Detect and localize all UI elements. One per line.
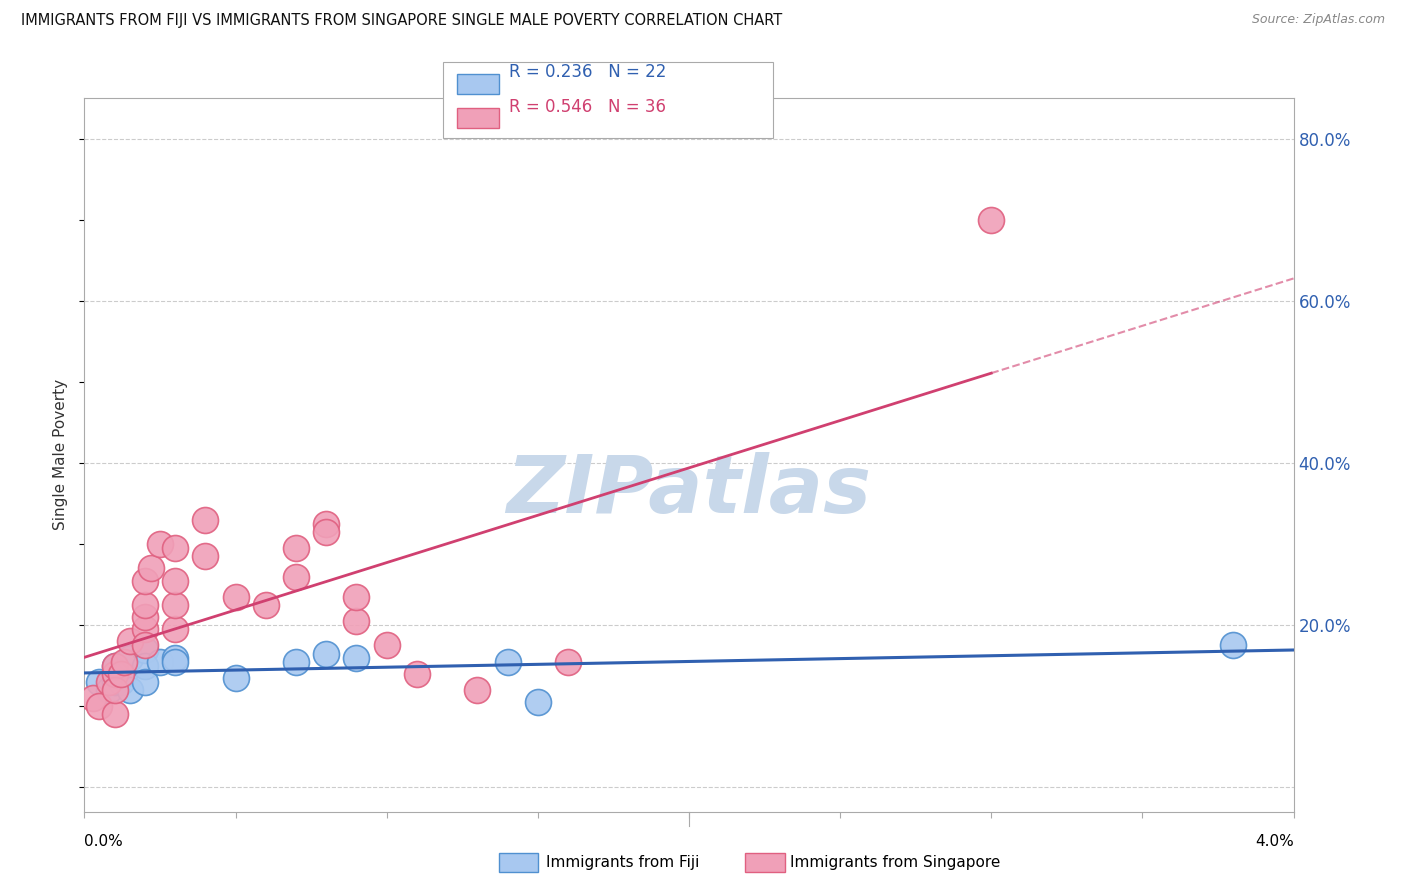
Point [134,639,156,653]
Point [165,598,187,612]
Point [375,639,398,653]
Point [1222,639,1244,653]
Point [134,675,156,690]
Point [285,569,308,583]
Point [496,655,519,669]
Point [149,655,172,669]
Text: Immigrants from Fiji: Immigrants from Fiji [546,855,699,870]
Point [112,666,135,681]
Text: ZIPatlas: ZIPatlas [506,451,872,530]
Point [110,666,132,681]
Point [104,683,127,698]
Point [285,655,308,669]
Point [165,650,187,665]
Point [165,655,187,669]
Point [527,695,550,709]
Point [346,650,368,665]
Text: R = 0.236   N = 22: R = 0.236 N = 22 [509,63,666,81]
Point [104,666,127,681]
Point [194,549,217,564]
Point [194,513,217,527]
Point [97,683,120,698]
Point [134,622,156,636]
Point [225,590,247,604]
Point [149,537,172,551]
Point [110,675,132,690]
Point [225,671,247,685]
Point [315,524,337,539]
Point [406,666,429,681]
Point [285,541,308,556]
Point [104,707,127,722]
Point [112,655,135,669]
Point [557,655,579,669]
Point [980,212,1002,227]
Text: Immigrants from Singapore: Immigrants from Singapore [790,855,1001,870]
Point [165,574,187,588]
Point [134,658,156,673]
Point [118,634,141,648]
Point [104,658,127,673]
Point [89,675,111,690]
Point [315,516,337,531]
Text: IMMIGRANTS FROM FIJI VS IMMIGRANTS FROM SINGAPORE SINGLE MALE POVERTY CORRELATIO: IMMIGRANTS FROM FIJI VS IMMIGRANTS FROM … [21,13,782,29]
Point [165,622,187,636]
Point [118,683,141,698]
Point [467,683,489,698]
Text: R = 0.546   N = 36: R = 0.546 N = 36 [509,98,666,116]
Point [165,541,187,556]
Point [104,658,127,673]
Point [346,590,368,604]
Point [346,614,368,628]
Text: Source: ZipAtlas.com: Source: ZipAtlas.com [1251,13,1385,27]
Point [134,610,156,624]
Point [104,666,127,681]
Point [97,675,120,690]
Point [139,561,162,575]
Y-axis label: Single Male Poverty: Single Male Poverty [53,379,69,531]
Point [82,691,104,706]
Point [134,598,156,612]
Point [118,650,141,665]
Text: 4.0%: 4.0% [1254,834,1294,849]
Point [104,675,127,690]
Point [89,699,111,714]
Point [254,598,277,612]
Point [315,647,337,661]
Text: 0.0%: 0.0% [84,834,124,849]
Point [134,574,156,588]
Point [134,642,156,657]
